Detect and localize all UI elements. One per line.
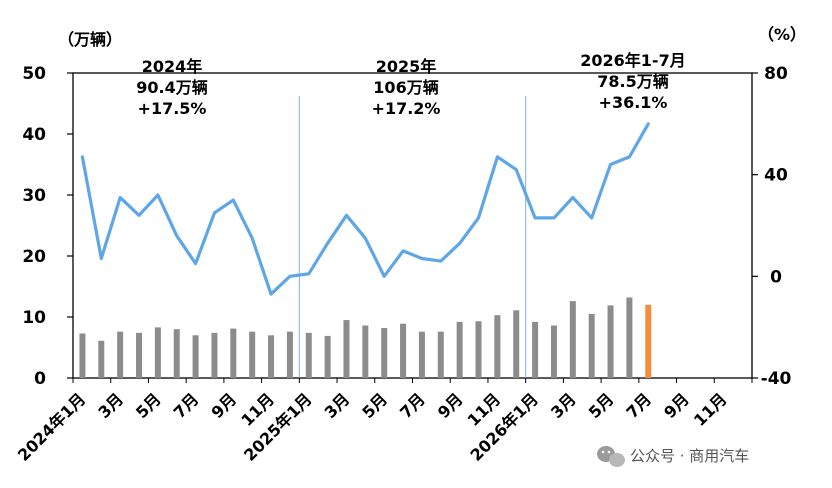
x-tick-label: 9月 bbox=[208, 389, 241, 422]
bar bbox=[550, 325, 557, 378]
bar bbox=[98, 340, 105, 378]
annotation-2024-year: 2024年 bbox=[142, 57, 203, 76]
bar bbox=[305, 332, 312, 378]
x-tick-label: 9月 bbox=[434, 389, 467, 422]
annotation-2024: 2024年 90.4万辆 +17.5% bbox=[136, 57, 207, 118]
bar bbox=[192, 335, 199, 378]
right-tick-label: 80 bbox=[764, 64, 788, 84]
bar bbox=[230, 328, 237, 378]
bar bbox=[154, 327, 161, 378]
wechat-icon bbox=[597, 446, 625, 467]
right-tick-label: 0 bbox=[770, 267, 782, 287]
x-tick-label: 7月 bbox=[622, 389, 655, 422]
x-tick-label: 5月 bbox=[585, 389, 618, 422]
bar bbox=[79, 333, 86, 378]
left-axis-unit: （万辆） bbox=[58, 30, 122, 49]
bar bbox=[286, 331, 293, 378]
bar-highlight bbox=[645, 304, 652, 378]
annotation-2026-period: 2026年1-7月 bbox=[580, 51, 685, 70]
bar bbox=[324, 335, 331, 378]
annotation-2024-growth: +17.5% bbox=[138, 99, 207, 118]
bar bbox=[211, 332, 218, 378]
bar bbox=[588, 313, 595, 378]
annotation-2025-growth: +17.2% bbox=[372, 99, 441, 118]
x-tick-label: 5月 bbox=[358, 389, 391, 422]
bar bbox=[475, 321, 482, 378]
bar bbox=[626, 297, 633, 378]
bar bbox=[343, 320, 350, 378]
bar bbox=[136, 332, 143, 378]
annotation-2024-volume: 90.4万辆 bbox=[136, 78, 207, 97]
right-tick-label: -40 bbox=[761, 369, 792, 389]
bar bbox=[173, 329, 180, 378]
bar bbox=[362, 325, 369, 378]
left-tick-label: 40 bbox=[22, 125, 46, 145]
watermark: 公众号 · 商用汽车 bbox=[597, 446, 749, 467]
left-tick-label: 0 bbox=[34, 369, 46, 389]
bar-series bbox=[79, 297, 652, 378]
bar bbox=[381, 327, 388, 378]
x-tick-label: 7月 bbox=[170, 389, 203, 422]
x-tick-label: 3月 bbox=[547, 389, 580, 422]
growth-line-series bbox=[80, 122, 650, 296]
bar bbox=[400, 323, 407, 378]
annotation-2026: 2026年1-7月 78.5万辆 +36.1% bbox=[580, 51, 685, 112]
bar bbox=[418, 331, 425, 378]
bar bbox=[268, 335, 275, 378]
bar bbox=[456, 321, 463, 378]
annotation-2025-volume: 106万辆 bbox=[373, 78, 438, 97]
bar bbox=[117, 331, 124, 378]
y-axis-ticks: 0 10 20 30 40 50 -40 0 40 80 bbox=[22, 64, 791, 389]
watermark-text: 公众号 · 商用汽车 bbox=[630, 447, 749, 465]
x-tick-label: 3月 bbox=[321, 389, 354, 422]
bar bbox=[513, 310, 520, 378]
x-tick-label: 7月 bbox=[396, 389, 429, 422]
left-tick-label: 10 bbox=[22, 308, 46, 328]
annotation-2025: 2025年 106万辆 +17.2% bbox=[372, 57, 441, 118]
right-tick-label: 40 bbox=[764, 166, 788, 186]
bar bbox=[249, 331, 256, 378]
x-tick-label: 2024年1月 bbox=[14, 389, 89, 464]
left-tick-label: 50 bbox=[22, 64, 46, 84]
bar bbox=[494, 315, 501, 378]
annotation-2025-year: 2025年 bbox=[376, 57, 437, 76]
x-tick-label: 3月 bbox=[94, 389, 127, 422]
annotation-2026-volume: 78.5万辆 bbox=[597, 72, 668, 91]
right-axis-unit: （%） bbox=[758, 25, 806, 44]
growth-line bbox=[80, 122, 650, 296]
bar bbox=[607, 305, 614, 378]
bar bbox=[569, 301, 576, 378]
bar bbox=[532, 321, 539, 378]
x-tick-label: 9月 bbox=[660, 389, 693, 422]
bar bbox=[437, 331, 444, 378]
annotation-2026-growth: +36.1% bbox=[599, 93, 668, 112]
left-tick-label: 30 bbox=[22, 186, 46, 206]
year-dividers bbox=[298, 96, 527, 378]
x-tick-label: 11月 bbox=[690, 389, 731, 430]
x-tick-label: 5月 bbox=[132, 389, 165, 422]
left-tick-label: 20 bbox=[22, 247, 46, 267]
